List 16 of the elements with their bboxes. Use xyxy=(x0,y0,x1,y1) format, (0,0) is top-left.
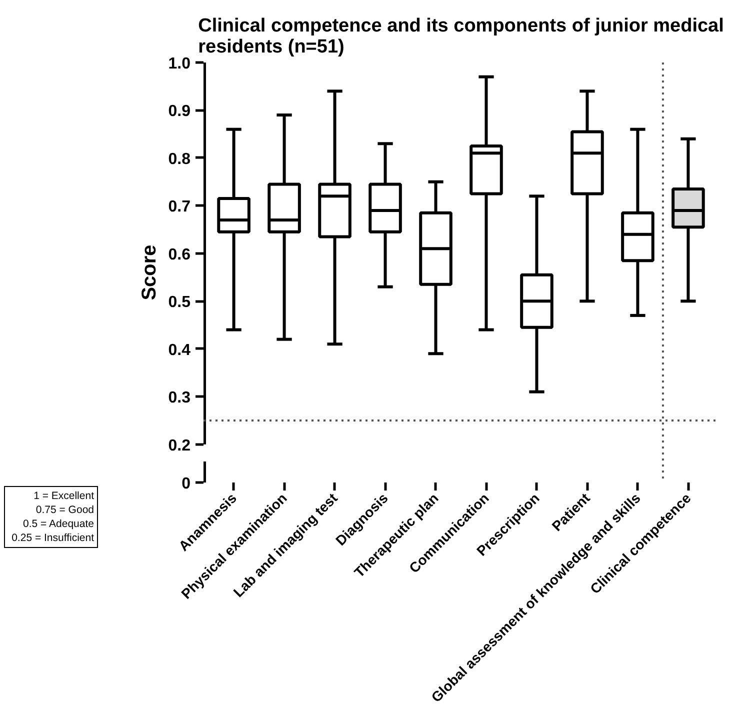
text: 0 xyxy=(182,476,191,492)
chart-title: Clinical competence and its components of junior medical residents (n=51) xyxy=(198,16,724,58)
text: 1 = Excellent xyxy=(34,490,94,502)
text: 0.25 = Insufficient xyxy=(12,532,94,544)
y-tick-label: 0.6 xyxy=(168,246,191,264)
y-tick-label: 0.5 xyxy=(168,294,191,312)
text: 0.5 = Adequate xyxy=(23,518,94,530)
y-tick-label: 0.9 xyxy=(168,103,191,120)
y-tick-label: 0.2 xyxy=(168,437,191,454)
y-tick-label: 1.0 xyxy=(168,56,191,72)
y-tick-label: 0.7 xyxy=(168,198,191,216)
y-axis-title: Score xyxy=(138,244,160,300)
y-tick-label: 0.8 xyxy=(168,150,191,168)
y-tick-label: 0.4 xyxy=(168,342,191,359)
text: 0.75 = Good xyxy=(36,504,94,516)
y-tick-label: 0.3 xyxy=(168,390,191,407)
